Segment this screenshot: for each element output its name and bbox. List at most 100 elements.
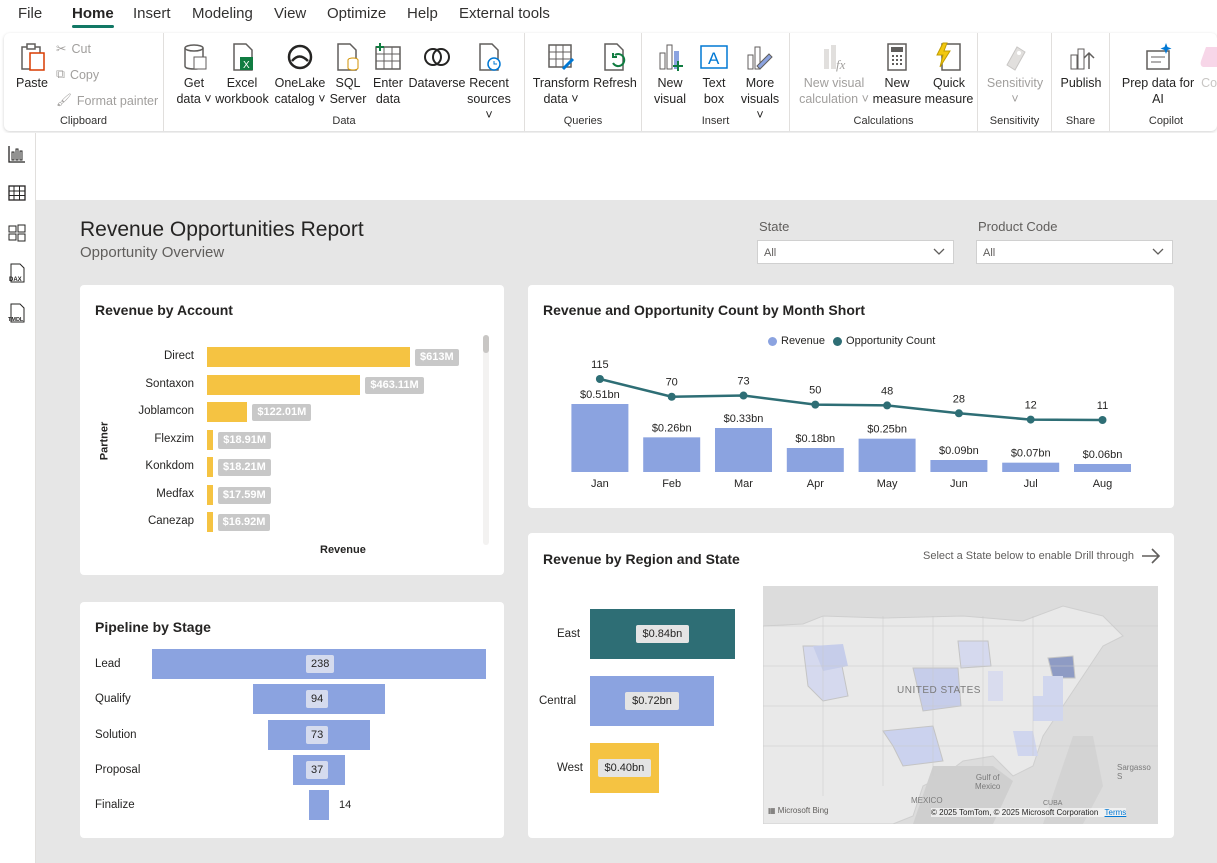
report-title: Revenue Opportunities Report [80,218,364,241]
menu-home[interactable]: Home [72,5,114,28]
combo-chart-svg: $0.51bn Jan $0.26bn Feb $0.33bn Mar $0.18bn Apr… [571,359,1131,490]
revenue-opportunity-card[interactable]: Revenue and Opportunity Count by Month S… [528,285,1174,508]
revenue-bar[interactable] [715,428,772,472]
account-bar[interactable] [207,374,361,395]
model-view-icon[interactable] [6,222,28,244]
new-visual-button[interactable]: New visual [650,41,690,107]
account-bar-row[interactable]: Medfax $17.59M [80,484,500,505]
revenue-bar[interactable] [643,437,701,472]
menu-help[interactable]: Help [407,5,438,22]
account-value-label: $16.92M [217,514,271,531]
report-view-icon[interactable] [6,143,28,165]
opportunity-count-point[interactable] [883,401,892,410]
menu-optimize[interactable]: Optimize [327,5,387,22]
account-bar[interactable] [207,347,410,367]
funnel-stage-name: Solution [95,728,137,741]
publish-button[interactable]: Publish [1058,41,1104,91]
product-slicer-dropdown[interactable]: All [976,240,1173,264]
scrollbar-track[interactable] [483,335,489,545]
tmdl-view-icon[interactable]: TMDL [6,302,28,324]
account-bar-row[interactable]: Flexzim $18.91M [80,429,500,450]
pipeline-by-stage-card[interactable]: Pipeline by Stage Lead 238 Qualify 94 Soluti… [80,602,504,838]
account-bar-row[interactable]: Konkdom $18.21M [80,457,500,477]
opportunity-count-point[interactable] [739,391,748,400]
dax-query-view-icon[interactable]: DAX [6,262,28,284]
account-bar-row[interactable]: Canezap $16.92M [80,512,500,532]
map-terms-link[interactable]: Terms [1104,808,1127,817]
account-bar[interactable] [207,457,214,477]
region-name: East [557,628,581,640]
publish-icon [1070,48,1095,70]
onelake-catalog-button[interactable]: OneLake catalog ˅ [272,41,328,107]
arrow-right-icon[interactable] [1140,546,1162,566]
get-data-button[interactable]: Get data ˅ [172,41,216,107]
revenue-bar[interactable] [571,404,629,472]
get-data-label: Get data [176,76,205,106]
publish-label: Publish [1060,76,1102,90]
opportunity-count-label: 28 [953,393,965,405]
revenue-bar[interactable] [1074,464,1131,472]
opportunity-count-point[interactable] [667,392,676,401]
left-nav: DAX TMDL [0,133,36,863]
table-view-icon[interactable] [6,182,28,204]
paste-button[interactable]: Paste [12,41,52,91]
more-visuals-button[interactable]: More visuals ˅ [736,41,784,123]
refresh-button[interactable]: Refresh [593,41,637,91]
account-bar[interactable] [207,402,248,422]
account-bar-row[interactable]: Sontaxon $463.11M [80,374,500,395]
account-bar[interactable] [207,512,213,532]
menu-file[interactable]: File [18,5,43,22]
visual-calculation-icon: fx [824,45,846,72]
account-name: Direct [163,350,194,362]
queries-group-label: Queries [563,115,603,127]
account-bar[interactable] [207,484,213,505]
opportunity-count-point[interactable] [1098,416,1107,424]
transform-data-button[interactable]: Transform data ˅ [531,41,591,107]
text-box-button[interactable]: A Text box [694,41,734,107]
quick-measure-button[interactable]: Quick measure [924,41,974,107]
opportunity-count-point[interactable] [811,400,820,409]
sensitivity-button[interactable]: Sensitivity ˅ [982,41,1048,107]
menu-insert[interactable]: Insert [133,5,171,22]
excel-workbook-label: Excel workbook [215,76,269,106]
account-bar[interactable] [207,429,214,450]
transform-data-label: Transform data [532,76,590,106]
menu-view[interactable]: View [274,5,307,22]
copy-button[interactable]: ⧉ Copy [56,67,99,82]
sql-server-button[interactable]: SQL Server [328,41,368,107]
account-bar-row[interactable]: Direct $613M [80,347,500,367]
opportunity-count-point[interactable] [954,409,963,418]
dataverse-button[interactable]: Dataverse [408,41,466,91]
recent-sources-button[interactable]: Recent sources ˅ [462,41,516,123]
new-measure-button[interactable]: New measure [872,41,922,107]
copilot-button[interactable]: Copi [1194,41,1217,91]
x-tick-label: May [877,478,898,490]
prep-data-for-ai-button[interactable]: Prep data for AI [1118,41,1198,107]
opportunity-count-label: 73 [737,376,749,388]
enter-data-button[interactable]: Enter data [368,41,408,107]
revenue-bar[interactable] [858,438,916,472]
scrollbar-thumb[interactable] [483,335,489,353]
account-bar-row[interactable]: Joblamcon $122.01M [80,402,500,422]
opportunity-count-point[interactable] [595,375,604,383]
enter-data-label: Enter data [373,76,403,106]
revenue-bar[interactable] [786,448,844,472]
menu-external-tools[interactable]: External tools [459,5,550,22]
format-painter-button[interactable]: 🖌 Format painter [56,93,158,108]
opportunity-count-point[interactable] [1026,415,1035,424]
opportunity-count-label: 50 [809,385,821,397]
funnel-bar[interactable] [309,790,329,821]
revenue-data-label: $0.26bn [652,422,692,434]
state-slicer-dropdown[interactable]: All [757,240,954,264]
revenue-bar[interactable] [930,460,988,472]
cut-button[interactable]: ✂ Cut [56,41,91,57]
new-visual-calculation-button[interactable]: fx New visual calculation ˅ [796,41,872,107]
revenue-bar[interactable] [1002,462,1060,472]
revenue-by-account-card[interactable]: Revenue by Account Direct $613M Sontaxon $4… [80,285,504,575]
us-map[interactable]: UNITED STATES Gulf of Mexico MEXICO CUBA… [763,586,1158,824]
account-value-label: $18.91M [218,431,272,449]
menu-modeling[interactable]: Modeling [192,5,253,22]
group-calculations: fx New visual calculation ˅ New measure … [790,33,978,131]
excel-workbook-button[interactable]: X Excel workbook [214,41,270,107]
copy-label: Copy [69,67,100,82]
